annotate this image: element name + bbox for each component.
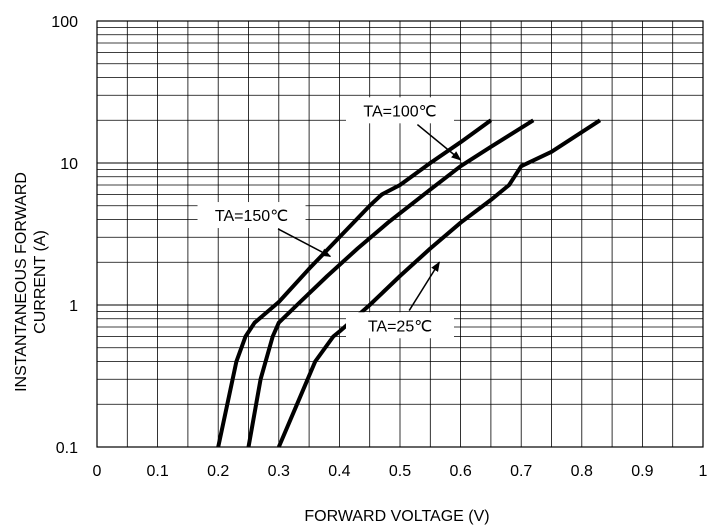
x-tick-label: 0.8: [571, 463, 593, 480]
x-tick-label: 0.6: [449, 463, 471, 480]
annotation-label-3: TA=25℃: [368, 318, 432, 335]
y-tick-label: 10: [60, 156, 78, 173]
x-tick-label: 0.2: [207, 463, 229, 480]
y-tick-label: 100: [51, 14, 78, 31]
x-tick-label: 0.9: [631, 463, 653, 480]
x-tick-labels: 0 0.1 0.2 0.3 0.4 0.5 0.6 0.7 0.8 0.9 1: [93, 463, 708, 480]
plot-frame: [96, 20, 704, 448]
x-tick-label: 0.1: [146, 463, 168, 480]
x-tick-label: 0.3: [268, 463, 290, 480]
x-tick-label: 0.4: [328, 463, 350, 480]
y-tick-label: 0.1: [56, 440, 78, 457]
x-tick-label: 0: [93, 463, 102, 480]
annotation-label-1: TA=100℃: [363, 103, 436, 120]
series-line-3: [276, 118, 602, 448]
annotation-box-2: [197, 202, 306, 229]
y-tick-label: 1: [69, 298, 78, 315]
y-axis-title-line-2: CURRENT (A): [32, 230, 49, 334]
y-axis-title: INSTANTANEOUS FORWARD CURRENT (A): [13, 172, 49, 392]
y-axis-title-line-1: INSTANTANEOUS FORWARD: [13, 172, 30, 392]
annotation-arrow-1: [416, 123, 462, 161]
grid: [97, 20, 703, 448]
x-tick-label: 0.7: [510, 463, 532, 480]
axes: [96, 20, 704, 448]
annotation-arrow-3: [408, 261, 441, 311]
annotation-arrow-2: [277, 228, 332, 258]
x-tick-label: 1: [699, 463, 708, 480]
series-line-2: [246, 118, 535, 448]
annotation-box-3: [346, 312, 454, 339]
x-tick-label: 0.5: [389, 463, 411, 480]
annotation-box-1: [346, 97, 454, 124]
y-tick-labels: 0.1 1 10 100: [51, 14, 78, 457]
annotation-label-2: TA=150℃: [215, 208, 288, 225]
annotation-layer: TA=100℃ TA=150℃ TA=25℃: [197, 97, 462, 339]
x-axis-title: FORWARD VOLTAGE (V): [304, 508, 489, 525]
